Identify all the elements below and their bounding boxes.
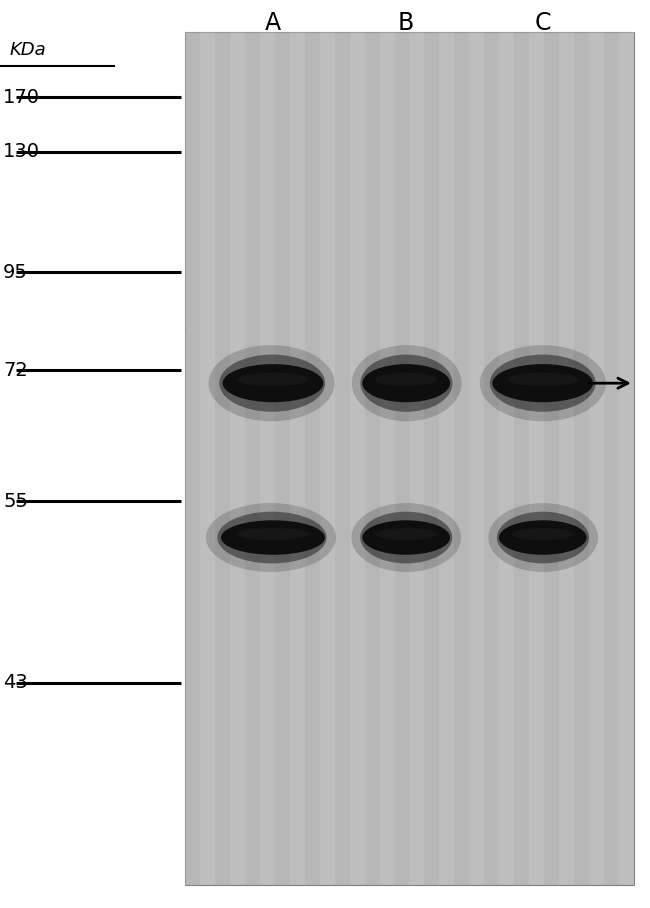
Ellipse shape <box>376 528 437 540</box>
Text: ·: · <box>190 331 194 341</box>
Bar <box>275 32 290 885</box>
Text: KDa: KDa <box>10 41 46 59</box>
Ellipse shape <box>352 503 461 572</box>
Ellipse shape <box>206 503 336 572</box>
Bar <box>215 32 230 885</box>
Bar <box>245 32 260 885</box>
Ellipse shape <box>237 528 309 540</box>
Bar <box>320 32 335 885</box>
Text: A: A <box>265 11 281 35</box>
Ellipse shape <box>376 372 437 386</box>
Ellipse shape <box>499 520 586 555</box>
Ellipse shape <box>221 520 325 555</box>
Ellipse shape <box>209 345 335 421</box>
Text: 95: 95 <box>3 263 28 281</box>
Bar <box>335 32 350 885</box>
Text: 43: 43 <box>3 674 28 692</box>
Bar <box>574 32 589 885</box>
Bar <box>185 32 634 885</box>
Bar <box>350 32 365 885</box>
Ellipse shape <box>490 355 595 412</box>
Ellipse shape <box>512 528 573 540</box>
Text: 72: 72 <box>3 361 28 380</box>
Bar <box>305 32 320 885</box>
Bar <box>424 32 439 885</box>
Ellipse shape <box>352 345 462 421</box>
Ellipse shape <box>497 512 589 563</box>
Ellipse shape <box>217 512 326 563</box>
Bar <box>589 32 604 885</box>
Text: B: B <box>398 11 415 35</box>
Bar <box>454 32 469 885</box>
Bar <box>484 32 499 885</box>
Ellipse shape <box>360 512 452 563</box>
Bar <box>439 32 454 885</box>
Ellipse shape <box>480 345 606 421</box>
Ellipse shape <box>488 503 598 572</box>
Ellipse shape <box>219 355 325 412</box>
Bar <box>544 32 559 885</box>
Bar <box>469 32 484 885</box>
Ellipse shape <box>508 372 578 386</box>
Text: C: C <box>534 11 551 35</box>
Bar <box>290 32 305 885</box>
Text: 55: 55 <box>3 492 28 510</box>
Bar <box>559 32 574 885</box>
Ellipse shape <box>363 520 450 555</box>
Bar <box>230 32 245 885</box>
Bar <box>604 32 619 885</box>
Bar <box>260 32 275 885</box>
Bar <box>499 32 514 885</box>
Bar <box>410 32 424 885</box>
Bar <box>395 32 410 885</box>
Bar <box>185 32 200 885</box>
Ellipse shape <box>363 364 450 402</box>
Bar <box>365 32 380 885</box>
Bar <box>619 32 634 885</box>
Bar <box>529 32 544 885</box>
Text: 170: 170 <box>3 88 40 106</box>
Ellipse shape <box>360 355 452 412</box>
Text: 130: 130 <box>3 143 40 161</box>
Ellipse shape <box>493 364 593 402</box>
Ellipse shape <box>238 372 308 386</box>
Bar <box>200 32 215 885</box>
Ellipse shape <box>222 364 324 402</box>
Bar <box>380 32 395 885</box>
Bar <box>514 32 529 885</box>
